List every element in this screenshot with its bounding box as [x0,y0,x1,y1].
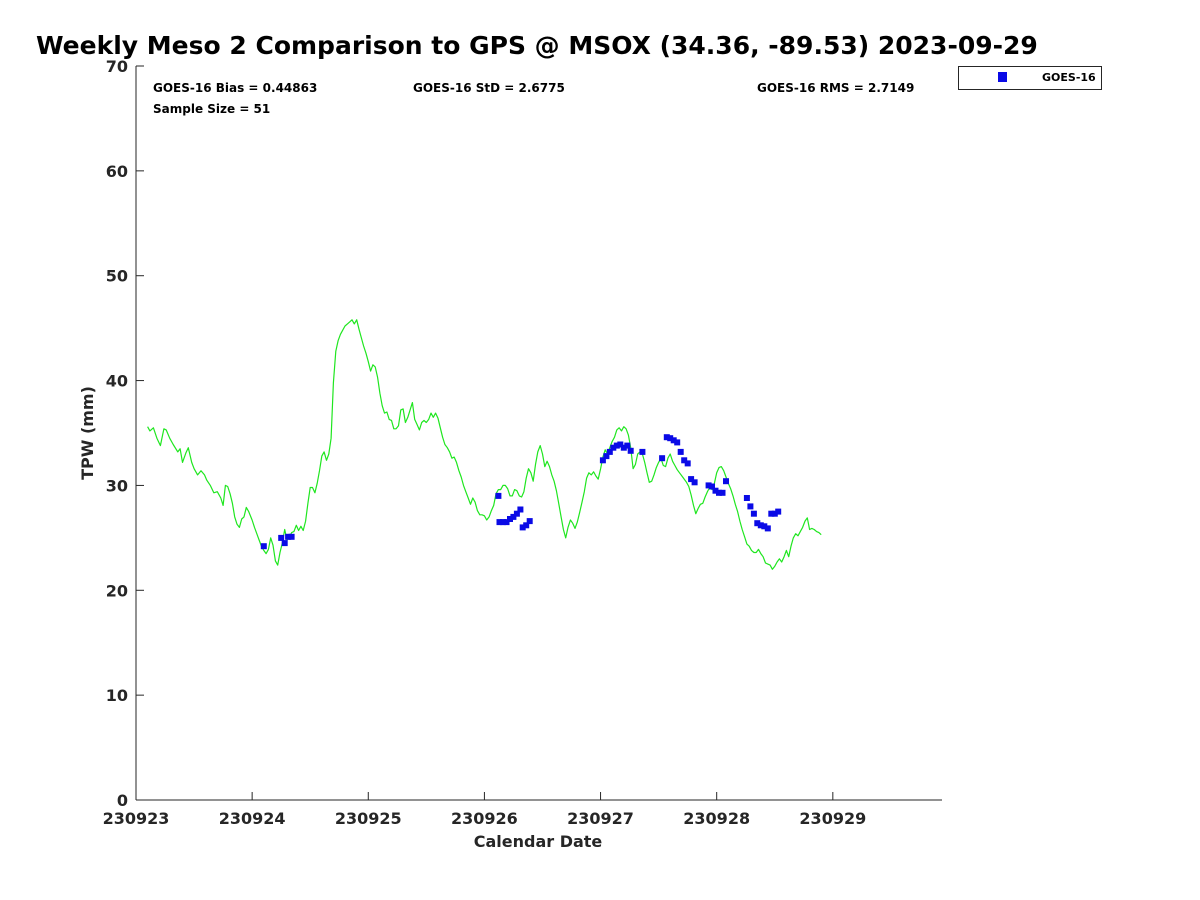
y-axis-ticks: 0 10 20 30 40 50 60 70 [106,57,144,810]
legend-marker-icon [998,72,1007,82]
goes16-point [517,506,524,513]
x-tick-label: 230929 [799,809,866,828]
y-tick-label: 50 [106,267,128,286]
goes16-point [754,520,761,527]
y-tick-label: 30 [106,476,128,495]
x-axis-label: Calendar Date [474,832,603,851]
goes16-point [510,513,517,520]
goes16-point [624,442,631,449]
goes16-point [659,455,666,462]
legend-label: GOES-16 [1042,71,1096,84]
goes16-point [599,457,606,464]
goes16-point [712,487,719,494]
y-tick-label: 10 [106,686,128,705]
goes16-point [743,495,750,501]
y-tick-label: 20 [106,581,128,600]
goes16-point [670,437,677,444]
gps-series [147,319,822,570]
x-axis-ticks: 230923 230924 230925 230926 230927 230928 2309… [103,792,866,828]
goes16-point [610,444,617,451]
goes16-point [526,518,533,525]
goes16-point [285,533,292,540]
y-tick-label: 60 [106,162,128,181]
goes16-point [627,447,634,454]
stat-sample-size: Sample Size = 51 [153,102,270,116]
goes16-point [620,444,627,451]
goes16-point [764,525,771,532]
chart-title: Weekly Meso 2 Comparison to GPS @ MSOX (… [36,31,1038,60]
goes16-point [674,439,681,446]
goes16-point [496,519,503,526]
goes16-point [688,476,695,483]
goes16-point [716,489,722,496]
goes16-point [278,534,285,541]
goes16-point [705,482,712,489]
goes16-point [677,448,684,455]
stat-bias: GOES-16 Bias = 0.44863 [153,81,317,95]
x-tick-label: 230923 [103,809,170,828]
goes16-point [495,492,502,499]
goes16-point [507,516,513,522]
x-tick-label: 230925 [335,809,402,828]
goes16-point [288,533,295,540]
x-tick-label: 230926 [451,809,518,828]
y-tick-label: 0 [117,791,128,810]
goes16-point [603,453,610,460]
goes16-point [723,478,729,485]
goes16-point [503,519,510,526]
goes16-point [617,441,624,448]
legend-box [958,66,1102,90]
goes16-point [684,460,691,467]
goes16-point [747,503,754,510]
goes16-point [606,448,613,455]
goes16-point [281,540,288,547]
legend: GOES-16 [958,66,1102,90]
goes16-point [681,457,688,464]
goes16-point [639,448,646,455]
goes16-point [523,522,530,529]
goes16-point [768,510,775,517]
stat-std: GOES-16 StD = 2.6775 [413,81,565,95]
goes16-point [500,519,506,526]
goes16-point [757,522,764,529]
stat-rms: GOES-16 RMS = 2.7149 [757,81,914,95]
goes16-point [750,510,757,517]
gps-line [147,319,822,570]
x-tick-label: 230928 [683,809,750,828]
goes16-point [519,524,526,531]
x-tick-label: 230924 [219,809,286,828]
goes16-point [761,523,768,530]
goes16-point [719,489,726,496]
x-tick-label: 230927 [567,809,634,828]
goes16-point [663,434,670,441]
y-tick-label: 70 [106,57,128,76]
goes16-point [513,510,520,517]
y-axis-label: TPW (mm) [78,386,97,480]
goes16-point [260,543,267,550]
y-tick-label: 40 [106,372,128,391]
goes16-point [691,479,698,486]
goes16-point [771,510,778,517]
goes16-series [260,434,782,550]
plot-area [135,66,942,801]
goes16-point [613,442,620,449]
goes16-point [709,483,715,490]
goes16-point [775,508,782,515]
goes16-point [667,435,674,442]
